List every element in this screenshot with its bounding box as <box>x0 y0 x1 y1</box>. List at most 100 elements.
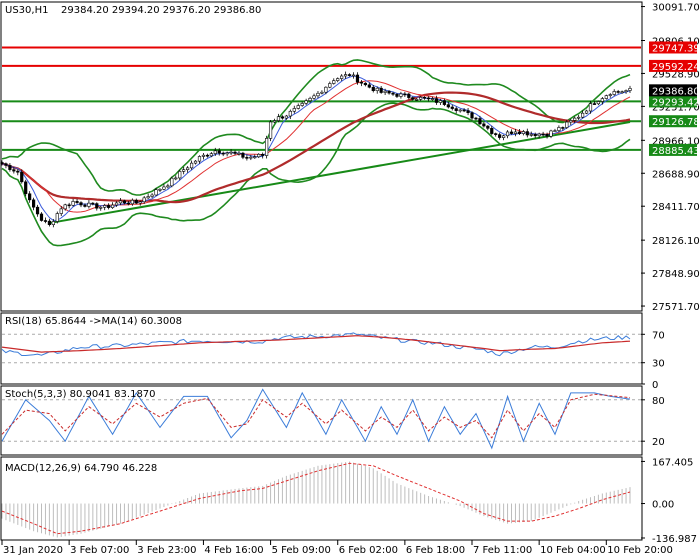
y-tick-label: 28966.10 <box>652 136 700 147</box>
candle-body <box>430 98 435 100</box>
current-price-tag <box>649 84 697 97</box>
candle-body <box>87 202 91 207</box>
x-tick-label: 3 Feb 07:00 <box>70 545 129 556</box>
candle-body <box>91 202 95 205</box>
x-tick-label: 6 Feb 18:00 <box>406 545 465 556</box>
stoch-main-line <box>1 388 631 450</box>
candle-body <box>312 95 316 99</box>
candle-body <box>182 169 186 172</box>
candle-body <box>316 92 320 97</box>
candle-body <box>533 134 537 137</box>
candle-body <box>604 95 608 99</box>
candle-body <box>498 134 502 138</box>
candle-body <box>229 151 233 154</box>
candle-body <box>47 220 51 225</box>
candle-body <box>241 152 245 158</box>
chart-title: US30,H1 <box>5 5 48 16</box>
rsi-y-label: 70 <box>652 330 665 341</box>
candle-body <box>75 201 79 203</box>
candle-body <box>245 157 249 159</box>
candle-body <box>107 205 111 208</box>
candle-body <box>478 118 482 125</box>
candle-body <box>146 196 150 199</box>
candle-body <box>525 131 529 136</box>
rsi-layer <box>1 332 641 364</box>
candle-body <box>411 97 415 100</box>
price-panel[interactable] <box>0 1 643 312</box>
stoch-layer <box>1 388 641 450</box>
candle-body <box>513 131 518 134</box>
candle-body <box>43 220 48 222</box>
candle-body <box>470 112 474 119</box>
candle-body <box>130 199 134 205</box>
candle-body <box>545 134 549 137</box>
candle-body <box>628 88 632 91</box>
candle-body <box>304 100 308 104</box>
candle-body <box>620 91 624 93</box>
rsi-y-label: 30 <box>652 359 665 370</box>
candle-body <box>355 74 360 83</box>
x-tick-label: 4 Feb 16:00 <box>204 545 263 556</box>
x-tick-label: 6 Feb 02:00 <box>339 545 398 556</box>
x-tick-label: 7 Feb 11:00 <box>473 545 532 556</box>
candle-body <box>584 110 589 114</box>
stoch-y-label: 80 <box>652 396 665 407</box>
macd-title: MACD(12,26,9) 64.790 46.228 <box>5 463 157 474</box>
candle-body <box>110 204 115 208</box>
candle-body <box>217 150 221 154</box>
candle-body <box>79 202 83 206</box>
candle-body <box>509 131 514 134</box>
x-tick-label: 10 Feb 20:00 <box>607 545 673 556</box>
candle-body <box>592 103 597 105</box>
y-tick-label: 29251.70 <box>652 102 700 113</box>
y-tick-label: 28411.70 <box>652 202 700 213</box>
candle-body <box>308 97 312 102</box>
current-price-label: 29386.80 <box>652 86 700 97</box>
candle-body <box>142 197 146 203</box>
candle-body <box>284 115 288 119</box>
rsi-panel[interactable] <box>0 312 643 385</box>
candle-body <box>257 153 261 158</box>
candle-body <box>359 81 364 84</box>
stoch-panel[interactable] <box>0 385 643 456</box>
candle-body <box>253 156 257 159</box>
y-tick-label: 28688.90 <box>652 169 700 180</box>
x-tick-label: 31 Jan 2020 <box>3 545 63 556</box>
candle-body <box>391 92 395 95</box>
candle-body <box>553 130 557 132</box>
candle-body <box>31 199 36 208</box>
candle-body <box>8 165 12 170</box>
candle-body <box>162 186 166 190</box>
candle-body <box>332 80 336 84</box>
candle-body <box>588 103 593 112</box>
candle-body <box>395 93 399 97</box>
candle-body <box>340 75 344 79</box>
candle-body <box>71 201 75 206</box>
candle-body <box>55 213 59 222</box>
candle-body <box>126 202 130 205</box>
candle-body <box>174 177 178 180</box>
candle-body <box>482 123 486 127</box>
candle-body <box>118 200 123 204</box>
candle-body <box>486 125 490 129</box>
price-layer <box>0 46 641 247</box>
candle-body <box>249 156 253 159</box>
candle-body <box>170 177 174 187</box>
candle-body <box>616 91 620 93</box>
candle-body <box>63 204 67 210</box>
stoch-y-label: 20 <box>652 437 665 448</box>
candle-body <box>371 86 375 92</box>
candle-body <box>114 202 119 206</box>
ma-slow <box>1 91 631 204</box>
x-tick-label: 10 Feb 04:00 <box>540 545 606 556</box>
level-price-tag <box>649 59 697 72</box>
x-tick-label: 3 Feb 23:00 <box>137 545 196 556</box>
level-price-tag <box>649 143 697 156</box>
candle-body <box>434 98 439 103</box>
candle-body <box>276 116 281 121</box>
candle-body <box>517 131 522 134</box>
candle-body <box>103 205 107 208</box>
candle-body <box>399 93 403 97</box>
candle-body <box>197 156 202 162</box>
